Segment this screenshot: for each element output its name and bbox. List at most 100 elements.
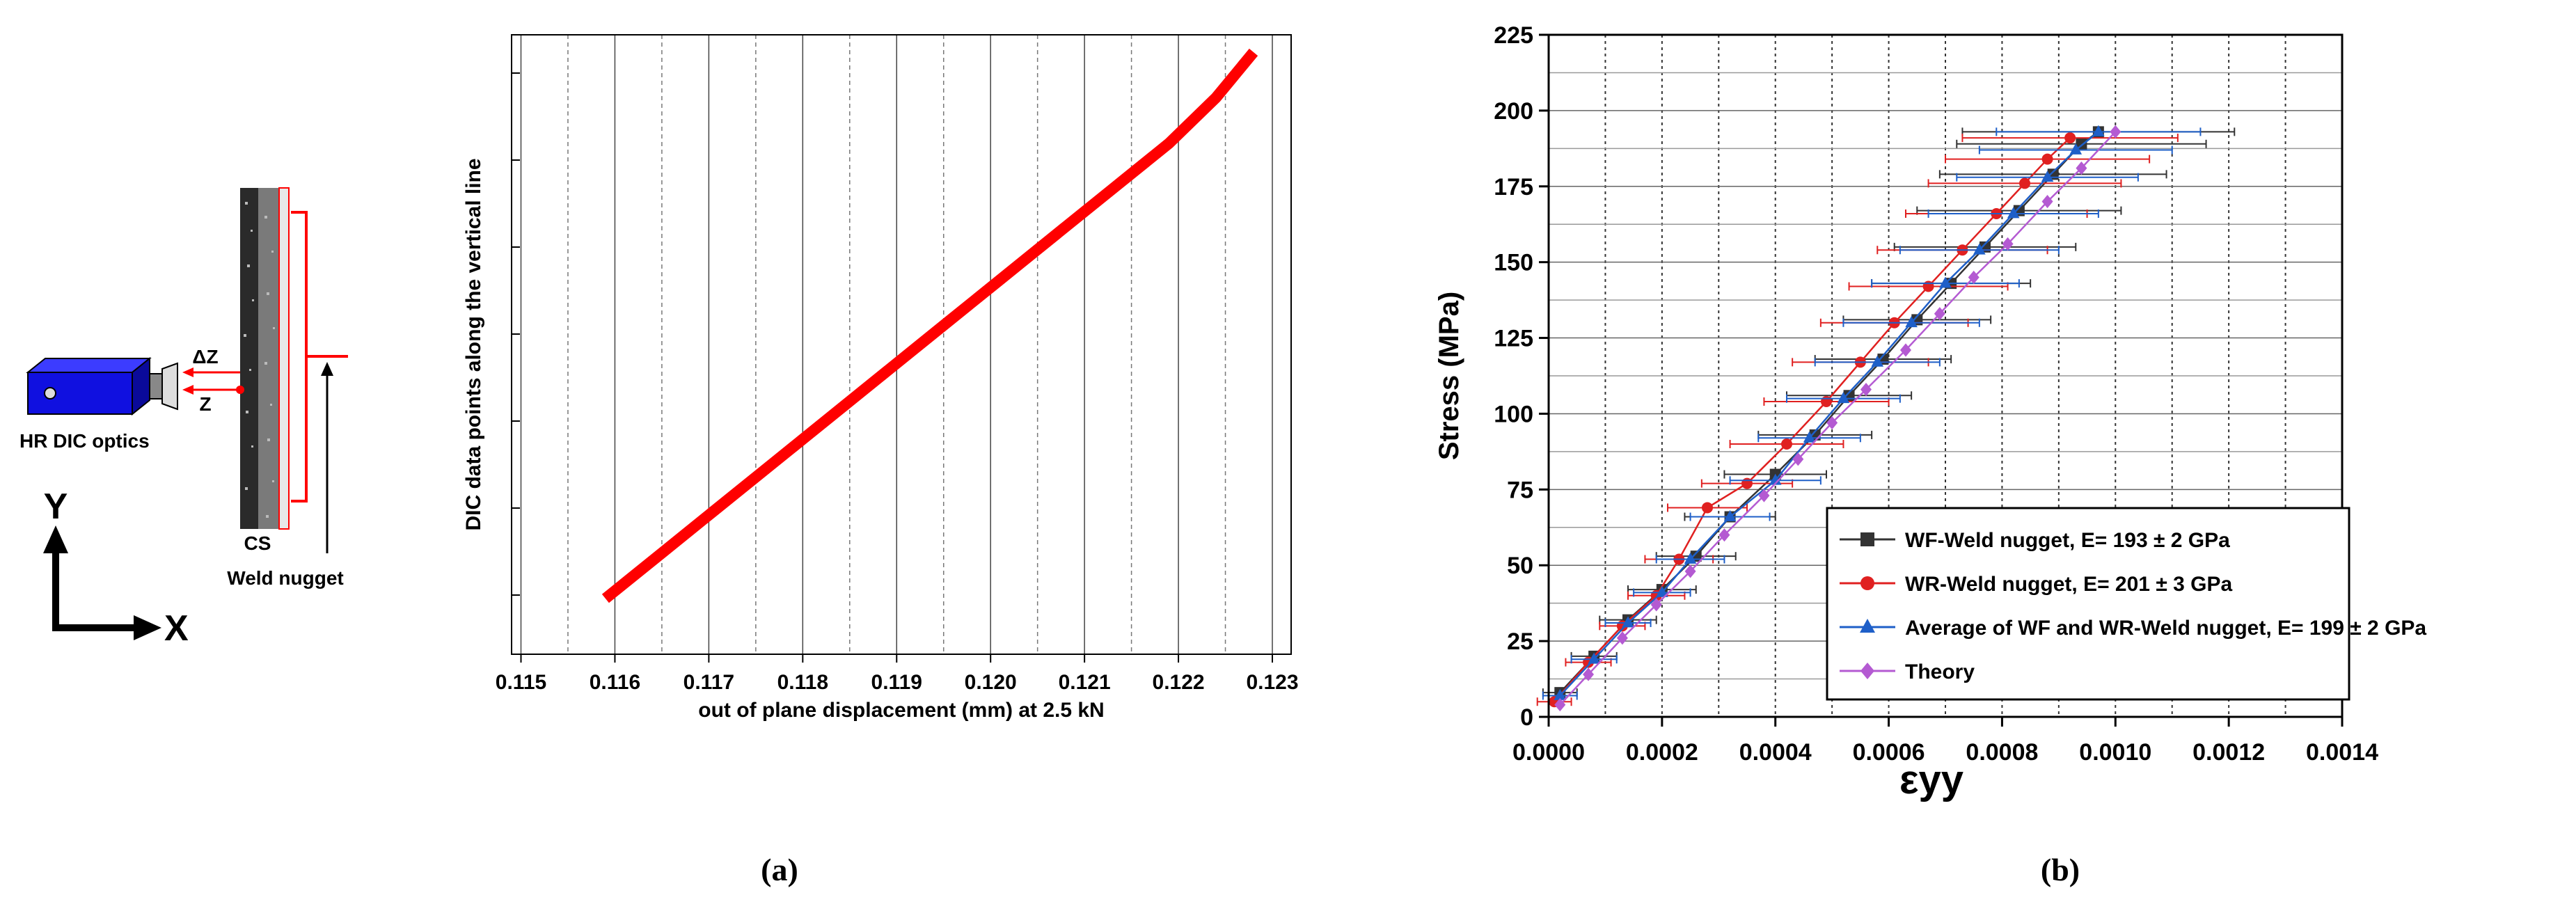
chart-b-point <box>2041 153 2053 165</box>
chart-b-y-tick-label: 125 <box>1494 326 1533 352</box>
chart-b-point <box>1650 598 1662 612</box>
chart-a-x-tick-label: 0.121 <box>1059 671 1111 694</box>
chart-b-legend-label: Theory <box>1905 660 1975 683</box>
chart-b-point <box>1968 270 1980 285</box>
chart-b-y-tick-label: 50 <box>1507 553 1533 579</box>
chart-b-y-tick-label: 75 <box>1507 477 1533 503</box>
chart-b-x-tick-label: 0.0000 <box>1512 739 1585 766</box>
chart-b-y-tick-label: 225 <box>1494 22 1533 49</box>
chart-b-point <box>1900 343 1911 357</box>
chart-b-y-tick-label: 100 <box>1494 401 1533 427</box>
chart-b-point <box>2064 132 2076 144</box>
chart-b-plot-frame <box>1547 33 2344 718</box>
panel-a-caption: (a) <box>761 852 798 887</box>
chart-b-point <box>1684 564 1696 578</box>
chart-b-point <box>1588 652 1600 664</box>
chart-b-point <box>1860 383 1872 397</box>
chart-b-legend-label: WF-Weld nugget, E= 193 ± 2 GPa <box>1905 529 2230 552</box>
chart-b-point <box>1741 477 1753 489</box>
chart-a-x-tick-label: 0.123 <box>1246 671 1298 694</box>
delta-z-label: ΔZ <box>192 346 218 367</box>
chart-b-point <box>1821 396 1832 408</box>
chart-b-legend-label: WR-Weld nugget, E= 201 ± 3 GPa <box>1905 573 2232 596</box>
chart-a-x-tick-label: 0.119 <box>871 671 922 694</box>
chart-b-point <box>1860 619 1875 633</box>
chart-b-point <box>2110 125 2121 139</box>
chart-a-x-tick-label: 0.120 <box>965 671 1017 694</box>
chart-a-x-tick-label: 0.115 <box>496 671 546 694</box>
chart-b-x-tick-label: 0.0012 <box>2192 739 2265 766</box>
chart-a-x-tick-label: 0.122 <box>1153 671 1205 694</box>
chart-b-point <box>2007 207 2020 219</box>
chart-b-point <box>2041 194 2053 209</box>
chart-b-point <box>1656 585 1668 597</box>
chart-b-point <box>1758 489 1770 502</box>
chart-a: 0.115 0.116 0.117 0.118 0.119 0.120 0.121 0.122… <box>462 34 1299 722</box>
chart-b-series <box>1536 125 2236 712</box>
chart-b-point <box>1871 355 1884 367</box>
chart-b-point <box>1616 631 1628 645</box>
chart-b-x-tick-label: 0.0002 <box>1626 739 1698 766</box>
chart-b-x-tick-label: 0.0004 <box>1739 739 1812 766</box>
chart-b-point <box>1702 502 1713 514</box>
chart-b-point <box>1973 243 1986 255</box>
chart-b-point <box>1939 276 1952 288</box>
chart-b-y-tick-label: 25 <box>1507 628 1533 655</box>
chart-b-point <box>1837 392 1850 404</box>
weld-specimen-icon <box>240 187 348 553</box>
chart-b-point <box>2041 171 2054 182</box>
chart-b-point <box>1934 307 1945 321</box>
camera-icon <box>26 356 178 416</box>
chart-b-point <box>2002 237 2014 251</box>
chart-b-x-tick-label: 0.0014 <box>2306 739 2378 766</box>
chart-a-plot-frame <box>511 34 1292 655</box>
setup-schematic: ΔZ Z HR DIC optics CS Weld nugget Y X <box>19 187 348 649</box>
chart-b-point <box>2019 177 2030 189</box>
chart-b-legend-box <box>1826 507 2350 701</box>
chart-a-x-tick-label: 0.116 <box>590 671 640 694</box>
chart-a-x-tick-label: 0.117 <box>683 671 734 694</box>
chart-a-ticks: 0.115 0.116 0.117 0.118 0.119 0.120 0.121 0.122… <box>496 72 1299 694</box>
chart-b-x-tick-label: 0.0008 <box>1966 739 2038 766</box>
chart-b-point <box>1718 528 1730 542</box>
chart-b-x-tick-label: 0.0006 <box>1853 739 1925 766</box>
chart-b-legend: WF-Weld nugget, E= 193 ± 2 GPa WR-Weld nu… <box>1826 507 2426 701</box>
x-axis-icon-label: X <box>164 608 189 649</box>
chart-b-point <box>1922 280 1934 292</box>
chart-b-point <box>1622 616 1634 628</box>
chart-b-x-axis-label: εyy <box>1899 757 1963 802</box>
chart-b-y-tick-label: 150 <box>1494 250 1533 276</box>
chart-a-series-line <box>601 48 1258 603</box>
chart-a-x-tick-label: 0.118 <box>777 671 828 694</box>
camera-label: HR DIC optics <box>19 430 150 452</box>
chart-b-point <box>1684 552 1697 564</box>
chart-b-point <box>1905 316 1918 328</box>
chart-a-x-axis-label: out of plane displacement (mm) at 2.5 kN <box>698 699 1104 722</box>
axes-icon <box>43 525 161 640</box>
panel-b-caption: (b) <box>2041 852 2080 887</box>
chart-b-ticks: 0.0000 0.0002 0.0004 0.0006 0.0008 0.0010 0.00… <box>1494 22 2378 766</box>
chart-b-legend-label: Average of WF and WR-Weld nugget, E= 199… <box>1905 617 2426 640</box>
chart-b-point <box>1723 509 1737 521</box>
chart-b-point <box>1860 663 1874 679</box>
chart-b-point <box>2069 143 2083 155</box>
chart-b-point <box>1769 473 1782 485</box>
chart-b-y-tick-label: 200 <box>1494 98 1533 125</box>
chart-b-point <box>2092 125 2105 136</box>
chart-b-point <box>1803 431 1816 443</box>
chart-b-point <box>1583 667 1594 681</box>
y-axis-icon-label: Y <box>44 486 68 527</box>
weld-nugget-label: Weld nugget <box>227 567 343 589</box>
chart-a-y-axis-label: DIC data points along the vertical line <box>462 158 485 530</box>
chart-a-grid <box>520 35 1273 654</box>
chart-b-y-axis-label: Stress (MPa) <box>1434 292 1464 460</box>
z-label: Z <box>199 393 211 415</box>
chart-b-point <box>1781 438 1792 450</box>
chart-b-x-tick-label: 0.0010 <box>2079 739 2151 766</box>
chart-b-point <box>1826 416 1838 430</box>
chart-b-point <box>1554 688 1567 700</box>
chart-a-series <box>601 48 1258 603</box>
chart-b-y-tick-label: 175 <box>1494 174 1533 200</box>
chart-b-point <box>1860 532 1874 546</box>
